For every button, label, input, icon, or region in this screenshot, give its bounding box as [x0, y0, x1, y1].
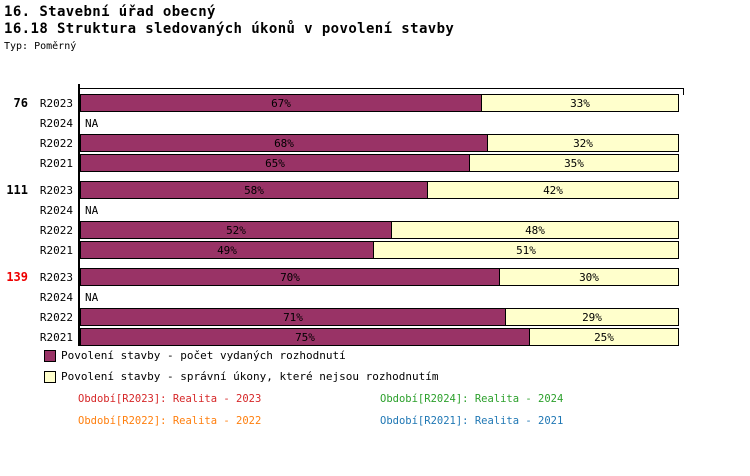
bar-area: 65% 35% — [80, 153, 680, 173]
row-period-label: R2021 — [39, 156, 73, 170]
bar-row: R2024 NA — [0, 287, 680, 307]
legend-item: Povolení stavby - počet vydaných rozhodn… — [44, 345, 439, 366]
bar-row: R2021 65% 35% — [0, 153, 680, 173]
bar-segment-non-decisions: 48% — [391, 221, 679, 239]
bar-area: 52% 48% — [80, 220, 680, 240]
bar-area: 75% 25% — [80, 327, 680, 347]
bar-area: 58% 42% — [80, 180, 680, 200]
bar-row: 76 R2023 67% 33% — [0, 93, 680, 113]
bar-row: R2024 NA — [0, 200, 680, 220]
legend-swatch — [44, 349, 56, 362]
period-label: Období[R2023]: Realita - 2023 — [78, 393, 262, 405]
period-label: Období[R2022]: Realita - 2022 — [78, 415, 262, 427]
bar-area: 68% 32% — [80, 133, 680, 153]
bar-area: NA — [80, 200, 680, 220]
row-period-label: R2024 — [39, 203, 73, 217]
chart-type-label: Typ: Poměrný — [4, 41, 77, 52]
bar-segment-decisions: 68% — [80, 134, 488, 152]
period-label: Období[R2021]: Realita - 2021 — [380, 415, 564, 427]
legend-swatch — [44, 370, 56, 383]
bar-row: 111 R2023 58% 42% — [0, 180, 680, 200]
bar-segment-decisions: 70% — [80, 268, 500, 286]
chart-legend: Povolení stavby - počet vydaných rozhodn… — [44, 345, 439, 387]
legend-item: Povolení stavby - správní úkony, které n… — [44, 366, 439, 387]
period-label: Období[R2024]: Realita - 2024 — [380, 393, 564, 405]
bar-row: R2022 68% 32% — [0, 133, 680, 153]
bar-row: R2022 71% 29% — [0, 307, 680, 327]
bar-row: R2021 75% 25% — [0, 327, 680, 347]
bar-segment-decisions: 75% — [80, 328, 530, 346]
bar-segment-decisions: 65% — [80, 154, 470, 172]
row-period-label: R2023 — [39, 96, 73, 110]
group-label: 76 — [13, 96, 28, 110]
bar-area: NA — [80, 113, 680, 133]
bar-area: NA — [80, 287, 680, 307]
bar-segment-non-decisions: 42% — [427, 181, 679, 199]
na-value: NA — [85, 116, 99, 130]
bar-area: 70% 30% — [80, 267, 680, 287]
bar-row: 139 R2023 70% 30% — [0, 267, 680, 287]
legend-label: Povolení stavby - počet vydaných rozhodn… — [61, 349, 346, 362]
row-period-label: R2021 — [39, 330, 73, 344]
row-period-label: R2023 — [39, 183, 73, 197]
top-axis-line — [78, 88, 684, 89]
bar-area: 67% 33% — [80, 93, 680, 113]
group-label: 139 — [6, 270, 28, 284]
bar-segment-decisions: 49% — [80, 241, 374, 259]
chart-subtitle: 16.18 Struktura sledovaných úkonů v povo… — [4, 21, 455, 37]
row-period-label: R2022 — [39, 223, 73, 237]
bar-segment-non-decisions: 32% — [487, 134, 679, 152]
bar-segment-decisions: 67% — [80, 94, 482, 112]
row-period-label: R2021 — [39, 243, 73, 257]
row-period-label: R2024 — [39, 290, 73, 304]
chart-rows: 76 R2023 67% 33% R2024 NA R2022 68% 32% R2021 65% 3… — [0, 93, 680, 354]
row-period-label: R2022 — [39, 310, 73, 324]
bar-segment-non-decisions: 25% — [529, 328, 679, 346]
chart-group: 76 R2023 67% 33% R2024 NA R2022 68% 32% R2021 65% 3… — [0, 93, 680, 173]
na-value: NA — [85, 290, 99, 304]
bar-row: R2024 NA — [0, 113, 680, 133]
bar-segment-decisions: 52% — [80, 221, 392, 239]
bar-segment-non-decisions: 35% — [469, 154, 679, 172]
chart-group: 139 R2023 70% 30% R2024 NA R2022 71% 29% R2021 75%… — [0, 267, 680, 347]
bar-segment-decisions: 71% — [80, 308, 506, 326]
bar-area: 71% 29% — [80, 307, 680, 327]
bar-segment-decisions: 58% — [80, 181, 428, 199]
row-period-label: R2022 — [39, 136, 73, 150]
bar-segment-non-decisions: 51% — [373, 241, 679, 259]
bar-area: 49% 51% — [80, 240, 680, 260]
y-axis-line — [78, 84, 80, 346]
bar-row: R2021 49% 51% — [0, 240, 680, 260]
legend-label: Povolení stavby - správní úkony, které n… — [61, 370, 439, 383]
bar-row: R2022 52% 48% — [0, 220, 680, 240]
row-period-label: R2023 — [39, 270, 73, 284]
row-period-label: R2024 — [39, 116, 73, 130]
bar-segment-non-decisions: 33% — [481, 94, 679, 112]
bar-segment-non-decisions: 29% — [505, 308, 679, 326]
period-definitions: Období[R2023]: Realita - 2023 Období[R202… — [78, 388, 563, 432]
group-label: 111 — [6, 183, 28, 197]
bar-segment-non-decisions: 30% — [499, 268, 679, 286]
chart-group: 111 R2023 58% 42% R2024 NA R2022 52% 48% R2021 49%… — [0, 180, 680, 260]
page-title: 16. Stavební úřad obecný — [4, 4, 216, 20]
na-value: NA — [85, 203, 99, 217]
axis-right-tick — [683, 88, 684, 95]
